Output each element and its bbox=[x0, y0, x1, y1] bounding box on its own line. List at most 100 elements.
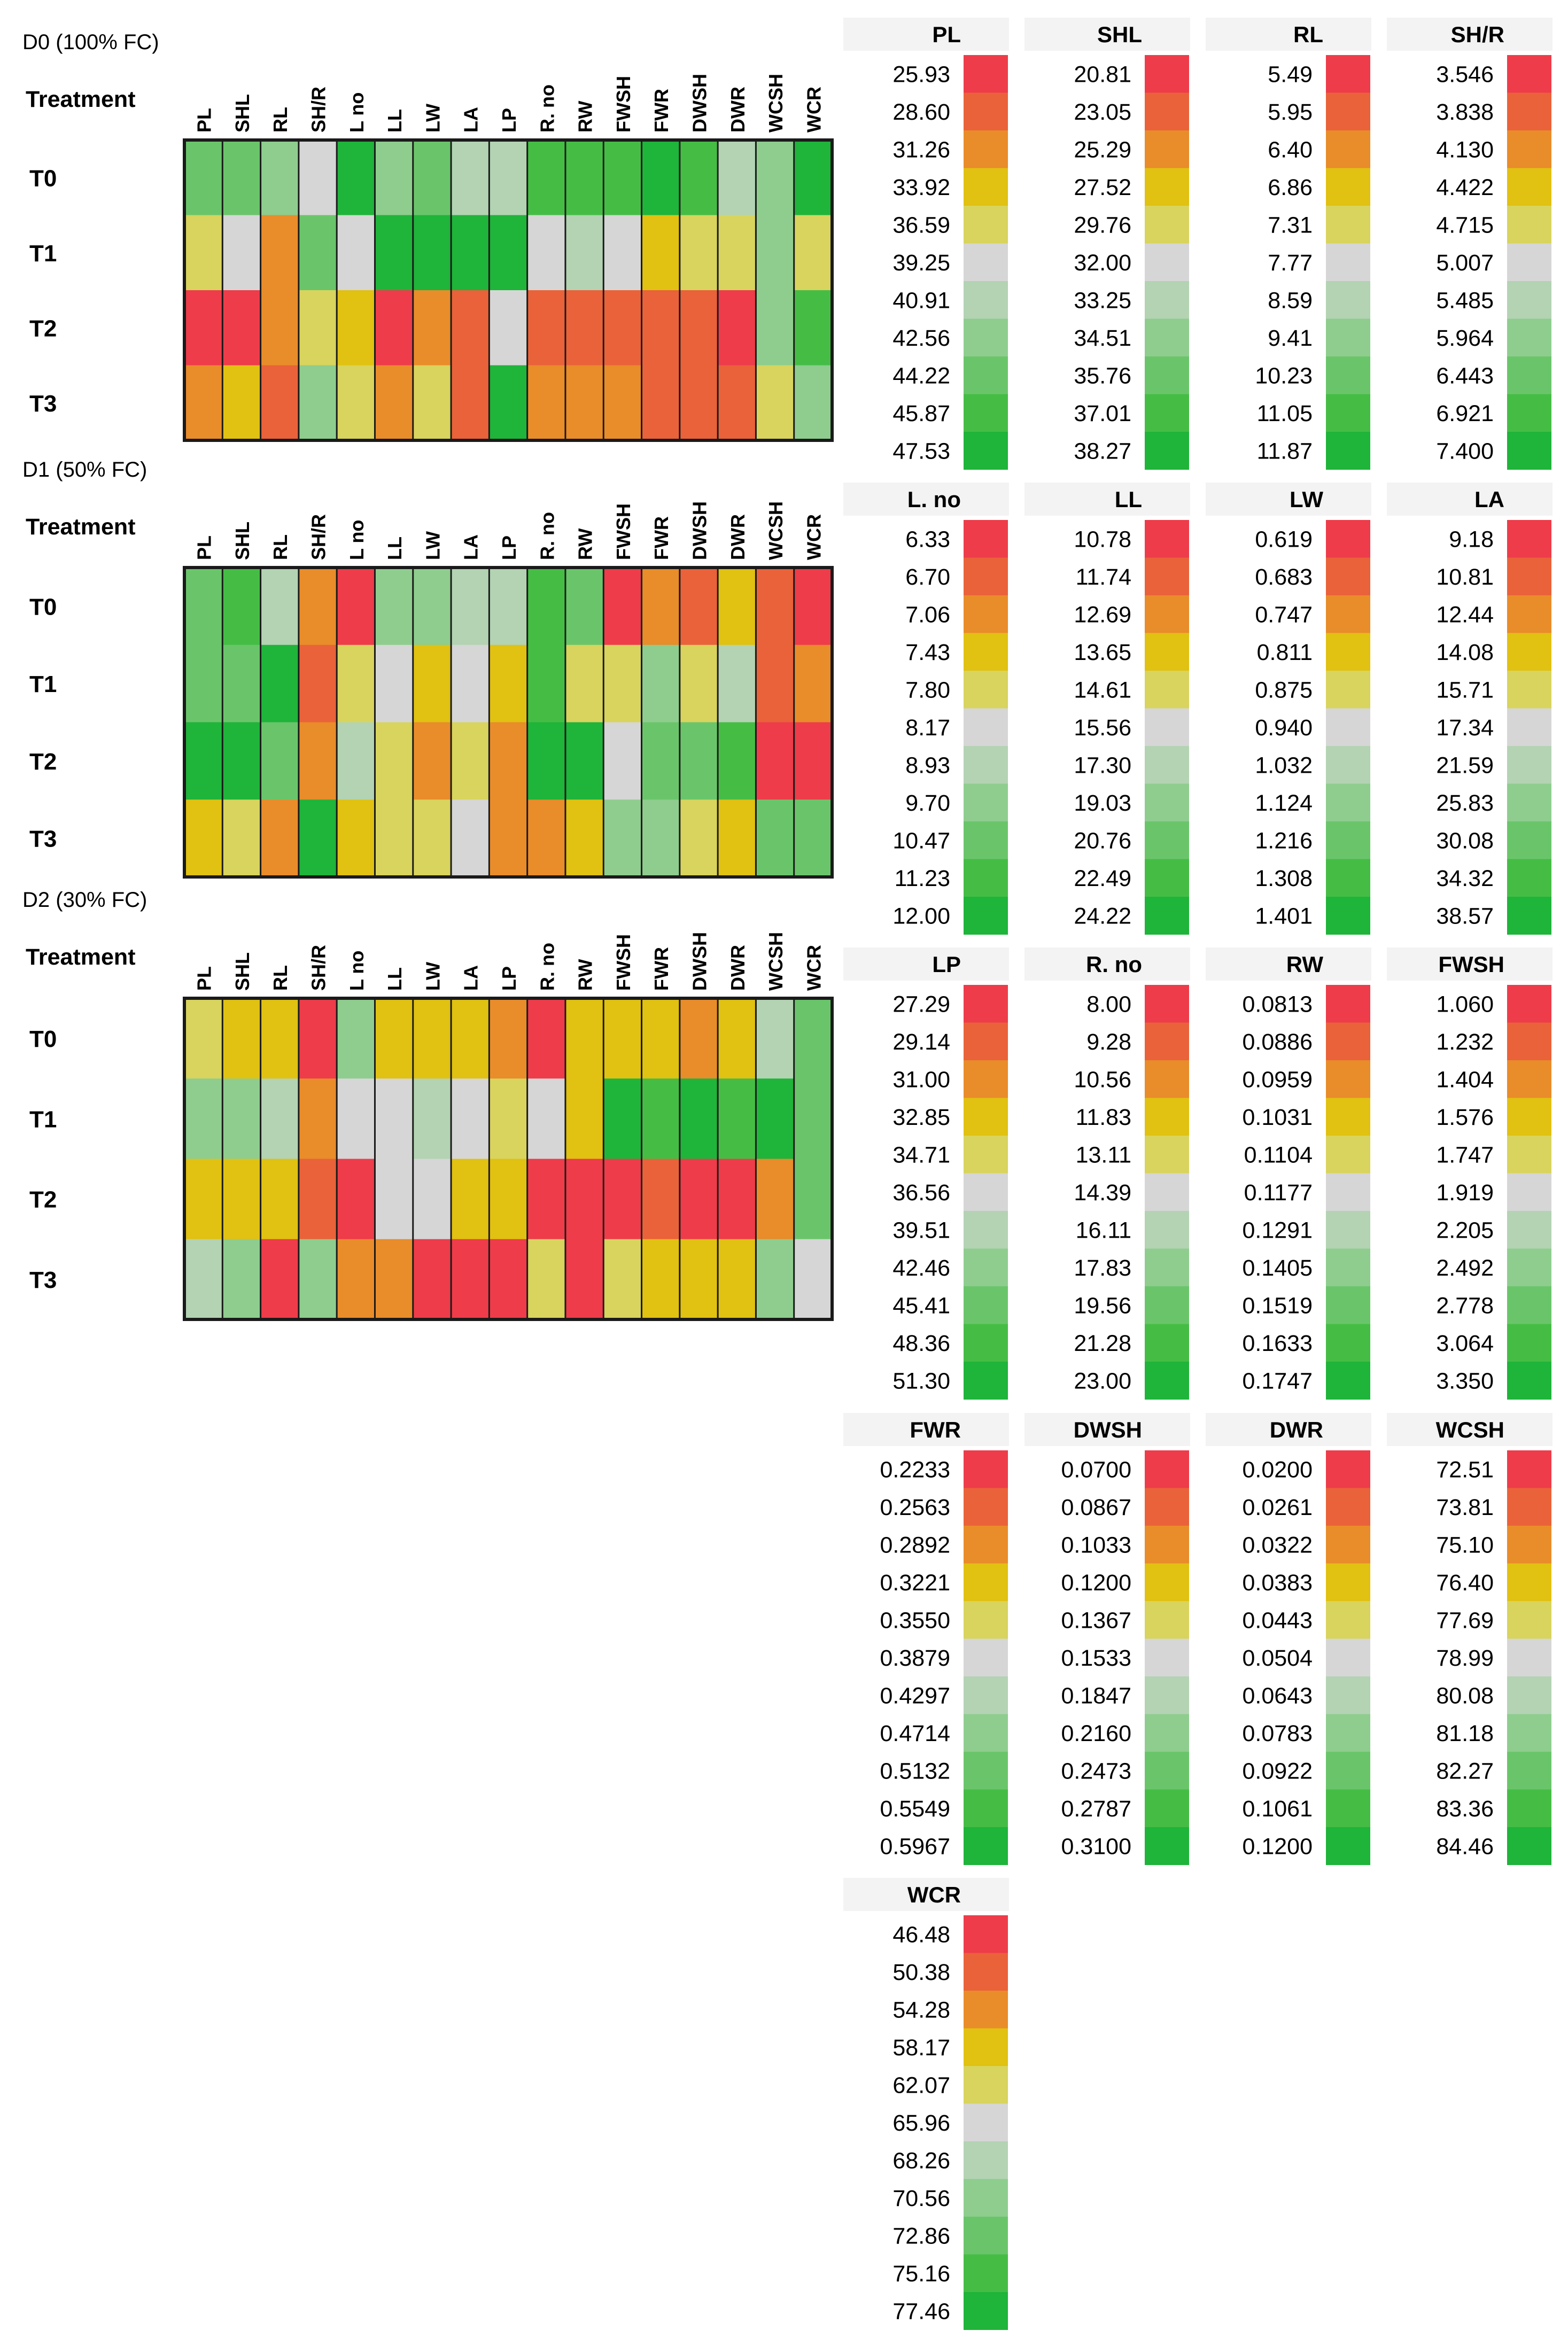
legend-swatch bbox=[1507, 1526, 1551, 1564]
heatmap-cell bbox=[527, 998, 566, 1079]
legend-swatch bbox=[1326, 557, 1370, 596]
column-label: DWSH bbox=[688, 501, 710, 560]
legend-header-bg bbox=[843, 1878, 1009, 1911]
legend-title: DWSH bbox=[1074, 1417, 1142, 1442]
heatmap-cell bbox=[298, 998, 337, 1079]
heatmap-frame bbox=[183, 566, 834, 879]
heatmap-cell bbox=[260, 365, 299, 441]
heatmap-cell bbox=[375, 568, 414, 646]
legend-value: 0.4714 bbox=[880, 1721, 950, 1746]
legend-swatch bbox=[1326, 1752, 1370, 1790]
legend-swatch bbox=[1326, 319, 1370, 357]
legend-value: 58.17 bbox=[892, 2035, 950, 2061]
heatmap-cell bbox=[337, 722, 375, 800]
legend-swatch bbox=[1326, 92, 1370, 131]
legend-value: 0.5132 bbox=[880, 1758, 950, 1784]
legend-wcsh: WCSH 72.51 73.81 75.10 76.40 77.69 78.99 80.08 8… bbox=[1387, 1413, 1553, 1865]
legend-value: 7.06 bbox=[905, 602, 950, 627]
heatmap-cell bbox=[260, 140, 299, 215]
legend-swatch bbox=[964, 2179, 1008, 2217]
heatmap-cell bbox=[641, 998, 680, 1079]
heatmap-cell bbox=[489, 1239, 528, 1320]
legend-value: 10.47 bbox=[892, 828, 950, 853]
legend-swatch bbox=[964, 356, 1008, 394]
heatmap-cell bbox=[565, 1159, 604, 1240]
legend-swatch bbox=[964, 1953, 1008, 1991]
legend-swatch bbox=[1507, 633, 1551, 671]
legend-swatch bbox=[1326, 859, 1370, 897]
legend-swatch bbox=[964, 2217, 1008, 2255]
heatmap-cell bbox=[679, 644, 718, 723]
heatmap-cell bbox=[603, 998, 642, 1079]
legend-swatch bbox=[1326, 55, 1370, 93]
legend-title: RW bbox=[1286, 952, 1324, 977]
legend-fwr: FWR 0.2233 0.2563 0.2892 0.3221 0.3550 0.3879 0… bbox=[843, 1413, 1009, 1865]
legend-swatch bbox=[1145, 557, 1189, 596]
legend-swatch bbox=[1507, 243, 1551, 282]
legend-swatch bbox=[964, 708, 1008, 747]
heatmap-cell bbox=[679, 722, 718, 800]
heatmap-cell bbox=[489, 568, 528, 646]
legend-swatch bbox=[964, 319, 1008, 357]
legend-value: 0.1291 bbox=[1242, 1217, 1313, 1243]
row-header-label: Treatment bbox=[26, 87, 136, 112]
legend-value: 7.80 bbox=[905, 677, 950, 703]
heatmap-cell bbox=[679, 1078, 718, 1159]
heatmap-cell bbox=[375, 1078, 414, 1159]
legend-value: 0.1033 bbox=[1061, 1532, 1131, 1558]
legend-swatch bbox=[1507, 356, 1551, 394]
legend-swatch bbox=[1145, 1676, 1189, 1714]
legend-swatch bbox=[1507, 168, 1551, 206]
heatmap-cell bbox=[413, 1239, 452, 1320]
legend-value: 0.1405 bbox=[1242, 1255, 1313, 1281]
legend-value: 7.43 bbox=[905, 640, 950, 665]
heatmap-cell bbox=[794, 140, 833, 215]
legend-swatch bbox=[1145, 1563, 1189, 1602]
heatmap-cell bbox=[298, 568, 337, 646]
heatmap-cell bbox=[337, 1159, 375, 1240]
heatmap-cell bbox=[451, 290, 490, 366]
legend-swatch bbox=[1145, 55, 1189, 93]
heatmap-cell bbox=[679, 140, 718, 215]
heatmap-cell bbox=[298, 140, 337, 215]
legend-value: 9.18 bbox=[1449, 526, 1494, 552]
legend-value: 25.29 bbox=[1074, 137, 1131, 162]
legend-swatch bbox=[964, 55, 1008, 93]
column-label: LP bbox=[498, 108, 520, 133]
legend-value: 39.25 bbox=[892, 250, 950, 276]
treatment-label: T0 bbox=[29, 594, 57, 620]
legend-swatch bbox=[964, 1676, 1008, 1714]
legend-value: 0.4297 bbox=[880, 1683, 950, 1708]
heatmap-cell bbox=[603, 1078, 642, 1159]
panel-title: D0 (100% FC) bbox=[22, 30, 159, 54]
heatmap-cell bbox=[794, 998, 833, 1079]
heatmap-cell bbox=[375, 722, 414, 800]
legend-value: 25.93 bbox=[892, 61, 950, 87]
legend-swatch bbox=[964, 1638, 1008, 1677]
legend-swatch bbox=[1326, 206, 1370, 244]
legend-swatch bbox=[1145, 319, 1189, 357]
row-header-label: Treatment bbox=[26, 514, 136, 540]
legend-swatch bbox=[1326, 595, 1370, 633]
legend-swatch bbox=[1326, 168, 1370, 206]
heatmap-cell bbox=[184, 998, 223, 1079]
legend-swatch bbox=[1507, 130, 1551, 168]
heatmap-cell bbox=[451, 140, 490, 215]
legend-value: 6.40 bbox=[1268, 137, 1313, 162]
column-label: SHL bbox=[231, 952, 253, 991]
legend-dwsh: DWSH 0.0700 0.0867 0.1033 0.1200 0.1367 0.1533… bbox=[1024, 1413, 1190, 1865]
heatmap-cell bbox=[375, 998, 414, 1079]
legend-value: 77.46 bbox=[892, 2298, 950, 2324]
legend-value: 17.34 bbox=[1436, 715, 1494, 741]
legend-value: 0.0813 bbox=[1242, 991, 1313, 1017]
heatmap-cell bbox=[298, 290, 337, 366]
legend-value: 81.18 bbox=[1436, 1721, 1494, 1746]
legend-value: 15.56 bbox=[1074, 715, 1131, 741]
legend-swatch bbox=[964, 1601, 1008, 1639]
heatmap-cell bbox=[527, 1159, 566, 1240]
heatmap-cell bbox=[679, 998, 718, 1079]
legend-swatch bbox=[1145, 1526, 1189, 1564]
legend-swatch bbox=[1326, 746, 1370, 784]
legend-swatch bbox=[1507, 821, 1551, 859]
legend-swatch bbox=[1145, 708, 1189, 747]
